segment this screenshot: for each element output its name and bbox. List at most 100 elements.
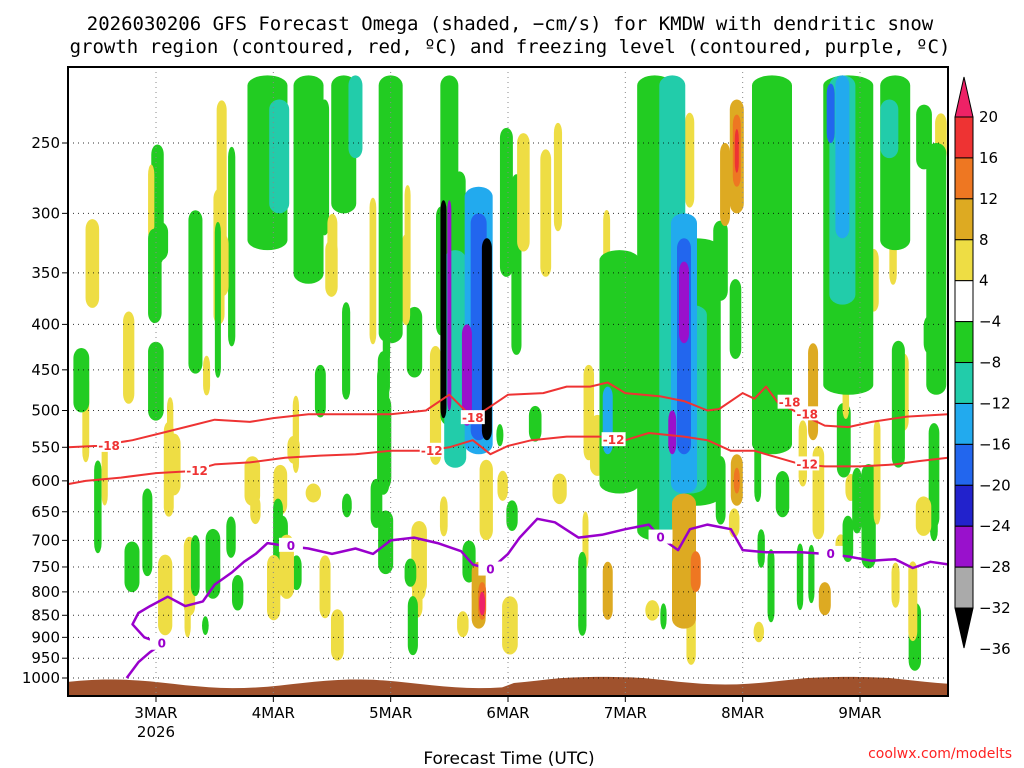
omega-cell — [348, 75, 363, 159]
red-contour--12-label: -12 — [421, 444, 443, 458]
red-contour--12-label-bg — [601, 432, 626, 447]
omega-cell — [383, 396, 392, 488]
omega-cell — [188, 210, 203, 374]
x-tick-label: 6MAR — [486, 704, 529, 722]
omega-cell — [928, 423, 940, 528]
colorbar-swatch — [954, 157, 974, 200]
y-tick-label: 750 — [31, 558, 60, 576]
omega-cell — [94, 460, 102, 554]
red-contour--18-label: -18 — [779, 396, 801, 410]
omega-cell — [645, 600, 660, 621]
omega-cell — [506, 500, 518, 531]
y-tick-label: 500 — [31, 402, 60, 420]
omega-cell — [439, 496, 448, 537]
omega-cell — [915, 496, 932, 536]
omega-cell — [124, 541, 140, 593]
colorbar-swatch — [954, 443, 974, 486]
red-contour--18-label: -18 — [796, 407, 818, 421]
omega-cell — [679, 261, 689, 344]
colorbar-label: −28 — [979, 558, 1011, 576]
omega-cell — [142, 488, 153, 577]
omega-cell — [203, 355, 211, 396]
omega-cell — [73, 348, 90, 413]
colorbar-label: −4 — [979, 313, 1001, 331]
colorbar-swatch — [954, 484, 974, 527]
colorbar-swatch — [954, 116, 974, 159]
colorbar-swatch — [954, 525, 974, 568]
colorbar-label: 4 — [979, 272, 989, 290]
colorbar: 20 16 12 8 4 −4 −8 −12 −16 −20 −24 −28 −32 −36 — [954, 76, 1011, 658]
colorbar-swatch — [954, 607, 974, 649]
omega-cell — [293, 75, 324, 284]
omega-cell — [190, 535, 200, 597]
colorbar-swatch — [954, 566, 974, 609]
x-tick-label: 7MAR — [604, 704, 647, 722]
omega-cell — [148, 341, 164, 421]
purple-contour-0-label: 0 — [486, 563, 494, 577]
y-tick-label: 700 — [31, 531, 60, 549]
colorbar-label: 12 — [979, 190, 998, 208]
colorbar-label: −36 — [979, 640, 1011, 658]
x-tick-label: 8MAR — [721, 704, 764, 722]
omega-cell — [342, 493, 352, 518]
colorbar-swatch — [954, 198, 974, 241]
omega-cell — [930, 510, 938, 542]
omega-cell — [583, 364, 595, 461]
omega-cell — [908, 561, 918, 642]
omega-cell — [796, 543, 804, 611]
omega-cell — [852, 467, 862, 534]
omega-cell — [325, 239, 338, 297]
omega-cell — [873, 419, 881, 525]
omega-cell — [808, 544, 815, 604]
omega-cell — [826, 83, 835, 143]
axes: 250 300 350 400 450 500 550 600 650 700 750 800 850 9… — [22, 66, 949, 741]
omega-cell — [690, 551, 701, 592]
y-tick-label: 950 — [31, 649, 60, 667]
omega-cell — [378, 510, 394, 575]
colorbar-swatch — [954, 362, 974, 404]
omega-cell — [330, 609, 344, 661]
omega-cell — [447, 200, 452, 411]
red-contour--18-label-bg — [795, 406, 820, 421]
red-contour--12-label-bg — [419, 442, 444, 457]
omega-cell — [753, 621, 765, 643]
omega-cell — [808, 343, 819, 441]
colorbar-label: 20 — [979, 108, 998, 126]
omega-cell — [775, 471, 790, 518]
omega-cell — [407, 596, 418, 656]
credit-text[interactable]: coolwx.com/modelts — [868, 746, 1012, 762]
y-tick-label: 850 — [31, 606, 60, 624]
purple-contour-0 — [125, 517, 949, 679]
omega-cell — [733, 467, 740, 494]
colorbar-label: −20 — [979, 476, 1011, 494]
purple-contour-0-label: 0 — [826, 547, 834, 561]
red-contour--12-label-bg — [185, 463, 210, 478]
omega-cell — [214, 222, 221, 378]
omega-cell — [163, 421, 174, 517]
omega-cell — [404, 558, 417, 587]
red-contour--12-label: -12 — [186, 464, 208, 478]
omega-cell — [599, 250, 640, 494]
omega-cell — [440, 200, 447, 419]
omega-cell — [880, 99, 899, 159]
omega-cell — [244, 456, 261, 506]
colorbar-label: −12 — [979, 394, 1011, 412]
colorbar-swatch — [954, 76, 974, 118]
colorbar-swatch — [954, 402, 974, 445]
omega-cell — [729, 279, 742, 359]
omega-cell — [401, 234, 411, 326]
chart-title-line2: growth region (contoured, red, ºC) and f… — [70, 36, 951, 58]
y-tick-label: 800 — [31, 583, 60, 601]
omega-cell — [668, 410, 677, 455]
omega-cell — [369, 197, 377, 345]
omega-cell — [314, 364, 326, 418]
x-axis-label: Forecast Time (UTC) — [423, 749, 594, 768]
omega-cell — [517, 133, 530, 252]
colorbar-swatch — [954, 321, 974, 364]
y-tick-label: 650 — [31, 503, 60, 521]
omega-cell — [205, 528, 221, 599]
omega-cell — [502, 596, 518, 655]
ground-fill — [68, 676, 948, 696]
red-contour--18-label: -18 — [462, 411, 484, 425]
y-tick-label: 900 — [31, 628, 60, 646]
